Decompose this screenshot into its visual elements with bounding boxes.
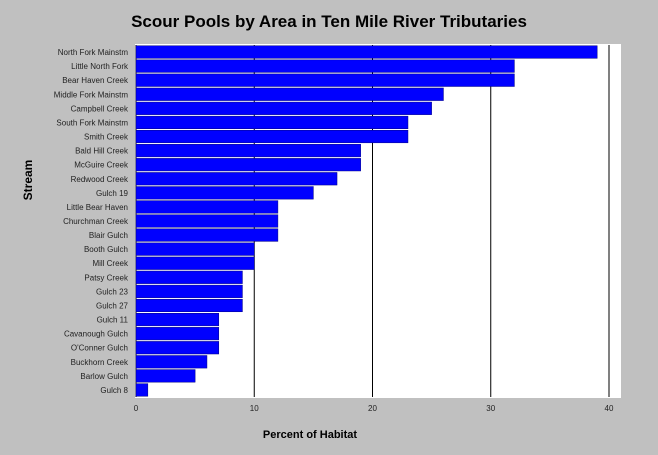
category-labels: North Fork Mainstm Little North Fork Bear … (54, 48, 129, 395)
category-label: Bald Hill Creek (75, 147, 129, 156)
category-label: North Fork Mainstm (58, 48, 129, 57)
bar (135, 228, 279, 242)
x-tick-label: 20 (368, 404, 377, 413)
bar (135, 242, 255, 256)
bar (135, 256, 255, 270)
x-tick-label: 0 (134, 404, 139, 413)
category-label: McGuire Creek (74, 161, 129, 170)
category-label: South Fork Mainstm (56, 118, 128, 127)
bar (135, 214, 279, 228)
bar (135, 298, 243, 313)
bar (135, 313, 220, 327)
bars (135, 45, 598, 397)
category-label: Gulch 23 (96, 287, 129, 296)
category-label: Gulch 8 (100, 386, 128, 395)
bar (135, 327, 220, 341)
category-label: Booth Gulch (84, 245, 128, 254)
category-label: Gulch 11 (97, 316, 129, 325)
bar (135, 355, 208, 369)
category-label: Gulch 27 (96, 301, 129, 310)
bar (135, 59, 515, 73)
bar (135, 369, 196, 383)
chart-title: Scour Pools by Area in Ten Mile River Tr… (131, 12, 527, 31)
x-tick-label: 10 (250, 404, 259, 413)
x-tick-labels: 0 10 20 30 40 (134, 404, 614, 413)
bar (135, 383, 149, 397)
bar (135, 115, 409, 129)
bar (135, 73, 515, 87)
category-label: Mill Creek (92, 259, 129, 268)
category-label: Blair Gulch (89, 231, 128, 240)
bar (135, 186, 314, 200)
category-label: O'Conner Gulch (71, 344, 128, 353)
bar (135, 284, 243, 298)
bar (135, 144, 361, 158)
bar (135, 45, 598, 59)
bar (135, 341, 220, 355)
category-label: Bear Haven Creek (62, 76, 129, 85)
category-label: Barlow Gulch (80, 372, 128, 381)
category-label: Patsy Creek (84, 273, 129, 282)
bar (135, 101, 432, 115)
category-label: Little North Fork (71, 62, 129, 71)
category-label: Middle Fork Mainstm (54, 90, 129, 99)
category-label: Cavanough Gulch (64, 330, 128, 339)
category-label: Churchman Creek (63, 217, 129, 226)
category-label: Buckhorn Creek (71, 358, 129, 367)
bar (135, 129, 409, 144)
category-label: Redwood Creek (71, 175, 129, 184)
category-label: Gulch 19 (96, 189, 129, 198)
bar (135, 158, 361, 172)
category-label: Smith Creek (84, 133, 129, 142)
x-axis-title: Percent of Habitat (262, 429, 358, 441)
category-label: Little Bear Haven (67, 203, 128, 212)
x-tick-label: 40 (605, 404, 614, 413)
bar (135, 87, 444, 101)
x-tick-label: 30 (486, 404, 495, 413)
bar (135, 270, 243, 284)
bar (135, 172, 338, 186)
category-label: Campbell Creek (71, 104, 129, 113)
bar (135, 200, 279, 214)
